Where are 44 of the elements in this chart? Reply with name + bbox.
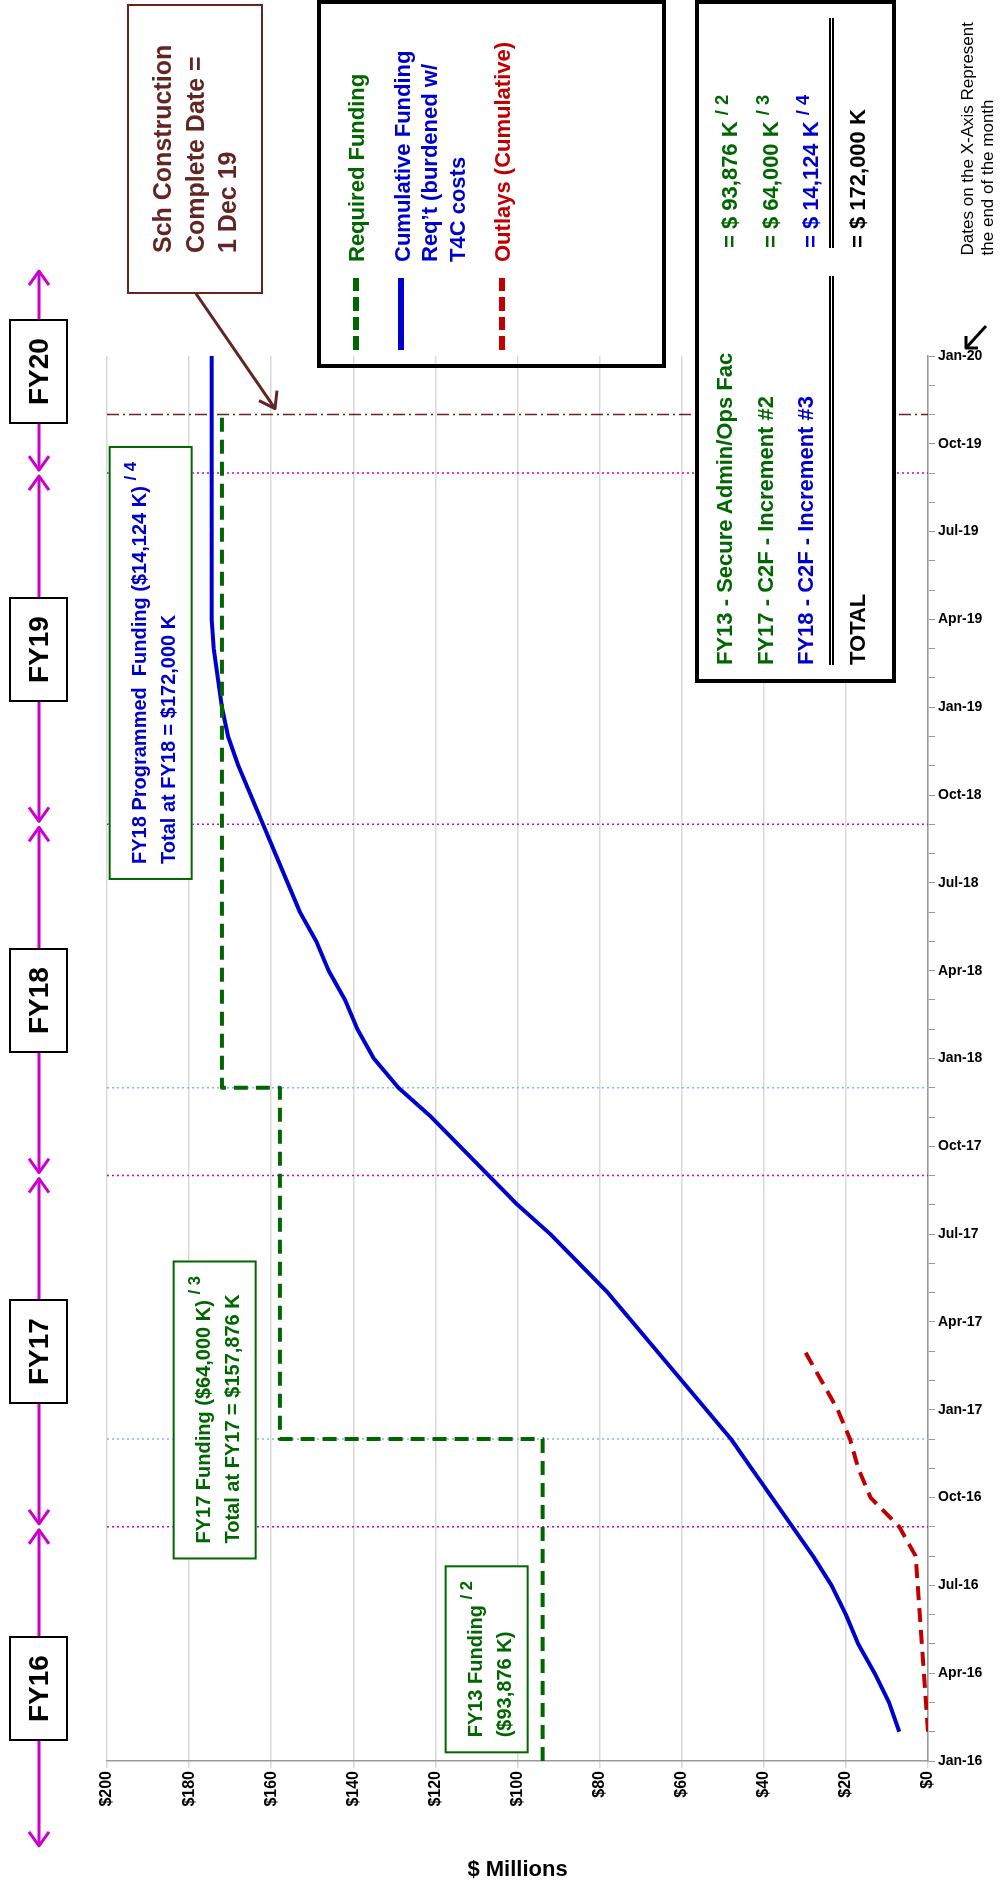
y-tick-label: Oct-17: [938, 1137, 982, 1154]
text: FY19: [9, 596, 68, 702]
text: Outlays (Cumulative): [489, 40, 516, 262]
y-tick-label: Jan-19: [938, 698, 983, 715]
annotation: FY17 - C2F - Increment #2: [751, 395, 779, 665]
text: Dates on the X-Axis Represent the end of the month: [958, 22, 999, 256]
y-tick-label: Jul-18: [938, 873, 979, 890]
text: = $ 172,000 K: [844, 109, 870, 248]
annotation: FY13 - Secure Admin/Ops Fac: [711, 351, 738, 665]
y-tick-label: Jul-17: [938, 1224, 979, 1241]
text: FY18: [9, 947, 68, 1053]
text: Cumulative Funding Req’t (burdened w/ T4C costs: [388, 49, 471, 262]
y-tick-label: Oct-18: [938, 785, 982, 802]
ref-line-label: Sch Construction Complete Date = 1 Dec 19: [127, 3, 263, 294]
x-tick-label: $40: [754, 1770, 772, 1798]
annotation: FY18 - C2F - Increment #3: [792, 395, 820, 665]
x-tick-label: $200: [97, 1770, 115, 1807]
x-tick-label: $20: [836, 1770, 854, 1798]
x-tick-label: $180: [179, 1770, 197, 1807]
y-tick-label: Jan-20: [938, 346, 983, 363]
y-tick-label: Oct-16: [938, 1488, 982, 1505]
text: FY20: [9, 318, 68, 424]
x-tick-label: $80: [590, 1770, 608, 1798]
y-tick-label: Oct-19: [938, 434, 982, 451]
x-tick-label: $60: [672, 1770, 690, 1798]
y-tick-label: Apr-16: [938, 1664, 983, 1681]
y-tick-label: Apr-19: [938, 610, 983, 627]
text: FY17: [9, 1299, 68, 1405]
x-axis-title: $ Millions: [467, 1855, 568, 1881]
y-tick-label: Apr-17: [938, 1312, 983, 1329]
x-tick-label: $0: [918, 1770, 936, 1789]
x-tick-label: $160: [261, 1770, 279, 1807]
y-tick-label: Jul-19: [938, 522, 979, 539]
x-tick-label: $100: [507, 1770, 525, 1807]
text: FY16: [9, 1635, 68, 1741]
text: Required Funding: [343, 72, 370, 262]
y-tick-label: Jan-16: [938, 1751, 983, 1768]
x-tick-label: $120: [425, 1770, 443, 1807]
y-tick-label: Jan-18: [938, 1049, 983, 1066]
annotation: TOTAL: [828, 275, 875, 665]
y-tick-label: Jan-17: [938, 1400, 983, 1417]
y-tick-label: Apr-18: [938, 961, 983, 978]
y-tick-label: Jul-16: [938, 1576, 979, 1593]
x-tick-label: $140: [343, 1770, 361, 1807]
